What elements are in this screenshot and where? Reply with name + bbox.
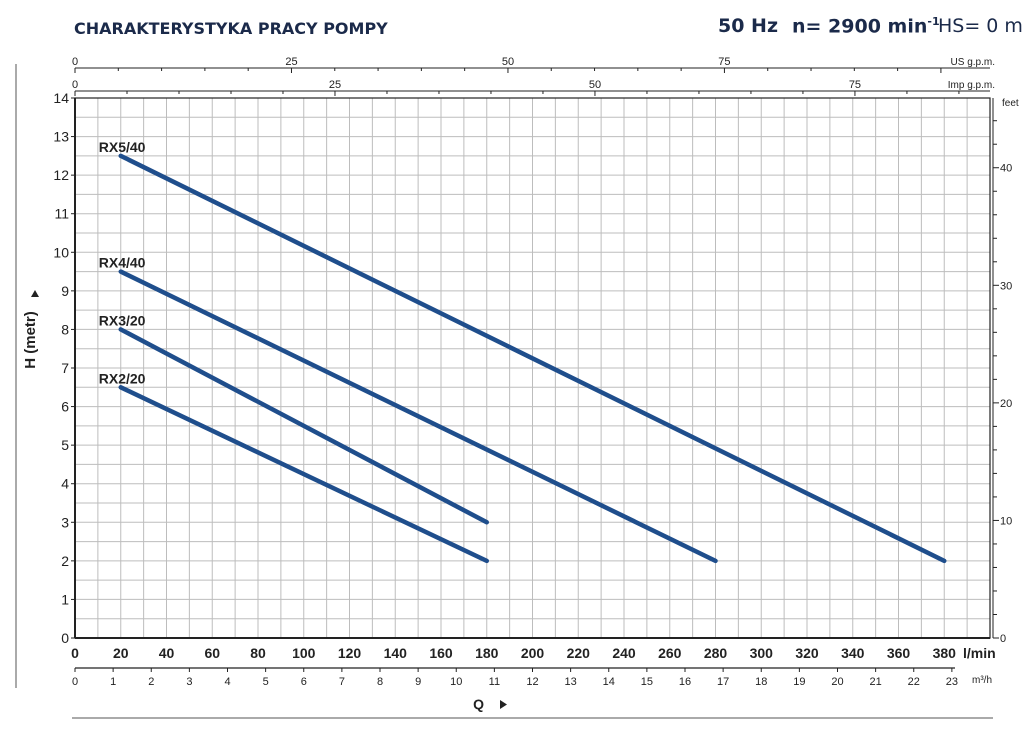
- imp-gpm-tick-label: 50: [589, 79, 601, 91]
- x-tick-label: 0: [71, 645, 79, 661]
- us-gpm-tick-label: 50: [502, 56, 514, 68]
- series-label: RX3/20: [99, 312, 146, 328]
- x-tick-label: 20: [113, 645, 129, 661]
- y-tick-label: 11: [54, 206, 69, 222]
- us-gpm-unit-label: US g.p.m.: [951, 57, 995, 68]
- x-tick-label: 160: [429, 645, 453, 661]
- m3h-tick-label: 13: [565, 676, 577, 688]
- y-tick-label: 14: [53, 90, 69, 106]
- m3h-tick-label: 7: [339, 676, 345, 688]
- y-axis-title: H (metr): [22, 311, 39, 369]
- imp-gpm-tick-label: 0: [72, 79, 78, 91]
- m3h-tick-label: 12: [526, 676, 538, 688]
- x-tick-label: 180: [475, 645, 499, 661]
- y-tick-label: 10: [53, 244, 69, 260]
- x-tick-label: 220: [567, 645, 591, 661]
- x-tick-label: 80: [250, 645, 266, 661]
- series-label: RX2/20: [99, 370, 146, 386]
- series-line: [118, 153, 947, 564]
- y-tick-label: 6: [61, 399, 69, 415]
- y-tick-label: 9: [61, 283, 69, 299]
- m3h-tick-label: 4: [224, 676, 230, 688]
- speed-exponent: -1: [927, 15, 940, 28]
- imp-gpm-tick-label: 75: [849, 79, 861, 91]
- m3h-tick-label: 6: [301, 676, 307, 688]
- m3h-tick-label: 1: [110, 676, 116, 688]
- x-tick-label: 360: [887, 645, 911, 661]
- m3h-tick-label: 3: [186, 676, 192, 688]
- m3h-tick-label: 14: [603, 676, 615, 688]
- m3h-tick-label: 0: [72, 676, 78, 688]
- x-tick-label: 380: [933, 645, 957, 661]
- us-gpm-tick-label: 0: [72, 56, 78, 68]
- m3h-tick-label: 11: [489, 676, 500, 688]
- x-tick-label: 200: [521, 645, 545, 661]
- x-tick-label: 40: [159, 645, 175, 661]
- chart-title: CHARAKTERYSTYKA PRACY POMPY: [74, 19, 388, 38]
- speed-text: n= 2900 min: [792, 15, 928, 38]
- x-tick-label: 340: [841, 645, 865, 661]
- feet-tick-label: 20: [1000, 398, 1012, 410]
- y-tick-label: 12: [53, 167, 69, 183]
- us-gpm-tick-label: 75: [718, 56, 730, 68]
- x-tick-label: 240: [612, 645, 636, 661]
- feet-unit-label: feet: [1002, 98, 1019, 109]
- m3h-tick-label: 22: [908, 676, 920, 688]
- feet-tick-label: 10: [1000, 515, 1012, 527]
- y-tick-label: 8: [61, 321, 69, 337]
- m3h-tick-label: 10: [450, 676, 462, 688]
- x-tick-label: 280: [704, 645, 728, 661]
- series-line: [118, 327, 489, 525]
- imp-gpm-unit-label: Imp g.p.m.: [948, 80, 995, 91]
- imp-gpm-tick-label: 25: [329, 79, 341, 91]
- y-tick-label: 4: [61, 476, 69, 492]
- m3h-tick-label: 17: [717, 676, 729, 688]
- m3h-tick-label: 20: [831, 676, 843, 688]
- m3h-tick-label: 23: [946, 676, 958, 688]
- m3h-tick-label: 19: [793, 676, 805, 688]
- x-tick-label: 140: [384, 645, 408, 661]
- series-line: [118, 269, 718, 564]
- x-tick-label: 60: [204, 645, 220, 661]
- m3h-tick-label: 5: [263, 676, 269, 688]
- y-tick-label: 5: [61, 437, 69, 453]
- m3h-unit-label: m³/h: [972, 675, 992, 686]
- m3h-tick-label: 8: [377, 676, 383, 688]
- x-tick-label: 260: [658, 645, 682, 661]
- q-arrow-icon: [500, 700, 507, 709]
- m3h-tick-label: 2: [148, 676, 154, 688]
- y-tick-label: 3: [61, 514, 69, 530]
- hs-label: HS= 0 m: [938, 15, 1023, 37]
- series-label: RX4/40: [99, 255, 146, 271]
- q-axis-label: Q: [473, 696, 484, 712]
- speed-label: n= 2900 min-1: [792, 15, 940, 37]
- y-tick-label: 13: [53, 129, 69, 145]
- y-tick-label: 1: [61, 591, 69, 607]
- x-tick-label: 320: [795, 645, 819, 661]
- us-gpm-tick-label: 25: [285, 56, 297, 68]
- y-arrow-icon: [31, 290, 39, 297]
- x-tick-label: 300: [750, 645, 774, 661]
- feet-tick-label: 0: [1000, 633, 1006, 645]
- m3h-tick-label: 9: [415, 676, 421, 688]
- m3h-tick-label: 21: [870, 676, 882, 688]
- y-tick-label: 2: [61, 553, 69, 569]
- m3h-tick-label: 15: [641, 676, 653, 688]
- x-unit-label: l/min: [963, 645, 996, 661]
- y-tick-label: 0: [61, 630, 69, 646]
- m3h-tick-label: 16: [679, 676, 691, 688]
- series-label: RX5/40: [99, 139, 146, 155]
- feet-tick-label: 30: [1000, 280, 1012, 292]
- frequency-label: 50 Hz: [718, 15, 779, 37]
- series-line: [118, 385, 489, 564]
- x-tick-label: 120: [338, 645, 362, 661]
- feet-tick-label: 40: [1000, 163, 1012, 175]
- m3h-tick-label: 18: [755, 676, 767, 688]
- y-tick-label: 7: [61, 360, 69, 376]
- x-tick-label: 100: [292, 645, 316, 661]
